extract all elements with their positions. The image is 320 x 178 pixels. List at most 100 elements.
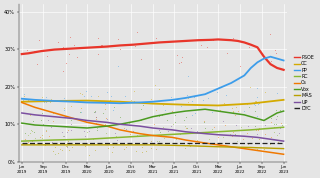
Point bbox=[148, 146, 153, 149]
Point bbox=[71, 44, 76, 47]
Point bbox=[64, 130, 69, 133]
Point bbox=[46, 119, 51, 122]
Point bbox=[60, 135, 65, 138]
Point bbox=[36, 39, 41, 41]
Point bbox=[115, 37, 120, 40]
Point bbox=[108, 124, 114, 127]
Point bbox=[279, 124, 284, 126]
Point bbox=[185, 143, 190, 146]
Point bbox=[178, 133, 183, 136]
Point bbox=[58, 147, 63, 150]
Point bbox=[255, 127, 260, 130]
Point bbox=[38, 119, 44, 122]
Point bbox=[85, 131, 90, 134]
Point bbox=[127, 124, 132, 127]
Point bbox=[44, 95, 49, 98]
Point bbox=[171, 122, 176, 125]
Point bbox=[272, 49, 277, 51]
Point bbox=[244, 103, 250, 105]
Point bbox=[131, 90, 136, 93]
Point bbox=[277, 126, 283, 129]
Point bbox=[268, 60, 273, 62]
Point bbox=[273, 109, 278, 112]
Point bbox=[161, 126, 166, 129]
Point bbox=[230, 130, 236, 133]
Point bbox=[252, 102, 257, 105]
Point bbox=[253, 100, 258, 103]
Point bbox=[221, 101, 226, 104]
Point bbox=[184, 93, 189, 96]
Point bbox=[83, 90, 88, 93]
Point bbox=[122, 94, 127, 97]
Point bbox=[156, 114, 161, 117]
Point bbox=[41, 101, 46, 104]
Point bbox=[131, 130, 136, 132]
Point bbox=[22, 92, 27, 95]
Point bbox=[108, 99, 113, 102]
Point bbox=[75, 56, 80, 59]
Point bbox=[249, 137, 254, 140]
Point bbox=[61, 135, 67, 138]
Point bbox=[184, 115, 189, 118]
Point bbox=[252, 125, 257, 127]
Point bbox=[68, 123, 73, 125]
Point bbox=[217, 142, 222, 145]
Point bbox=[237, 64, 242, 67]
Point bbox=[161, 137, 166, 140]
Point bbox=[121, 127, 126, 130]
Point bbox=[116, 64, 121, 67]
Point bbox=[230, 107, 235, 110]
Point bbox=[95, 52, 100, 55]
Point bbox=[117, 115, 123, 118]
Point bbox=[28, 128, 34, 131]
Point bbox=[39, 134, 44, 137]
Point bbox=[63, 145, 68, 148]
Point bbox=[112, 132, 117, 134]
Point bbox=[51, 111, 56, 114]
Point bbox=[182, 146, 187, 149]
Point bbox=[176, 62, 181, 64]
Legend: PSOE, CC, PP, RC, Cs, Vox, MÁS, UP, DYC: PSOE, CC, PP, RC, Cs, Vox, MÁS, UP, DYC bbox=[292, 53, 316, 113]
Point bbox=[122, 147, 127, 150]
Point bbox=[172, 114, 177, 117]
Point bbox=[30, 120, 36, 123]
Point bbox=[114, 134, 119, 137]
Point bbox=[157, 131, 163, 134]
Point bbox=[56, 151, 61, 154]
Point bbox=[156, 140, 161, 143]
Point bbox=[110, 145, 116, 148]
Point bbox=[206, 97, 211, 100]
Point bbox=[268, 121, 273, 124]
Point bbox=[59, 149, 64, 152]
Point bbox=[228, 133, 233, 136]
Point bbox=[132, 44, 137, 47]
Point bbox=[44, 129, 49, 132]
Point bbox=[82, 144, 87, 147]
Point bbox=[179, 129, 184, 132]
Point bbox=[177, 40, 182, 42]
Point bbox=[124, 128, 129, 131]
Point bbox=[114, 139, 119, 142]
Point bbox=[217, 108, 222, 111]
Point bbox=[127, 101, 132, 103]
Point bbox=[221, 135, 226, 138]
Point bbox=[112, 106, 117, 109]
Point bbox=[268, 142, 273, 145]
Point bbox=[116, 136, 122, 139]
Point bbox=[164, 119, 169, 122]
Point bbox=[232, 132, 237, 135]
Point bbox=[232, 114, 237, 116]
Point bbox=[178, 60, 183, 63]
Point bbox=[153, 109, 158, 111]
Point bbox=[78, 110, 83, 113]
Point bbox=[101, 100, 107, 103]
Point bbox=[263, 91, 268, 94]
Point bbox=[104, 132, 109, 134]
Point bbox=[276, 131, 282, 134]
Point bbox=[198, 44, 204, 47]
Point bbox=[104, 90, 109, 93]
Point bbox=[211, 38, 216, 41]
Point bbox=[206, 138, 212, 140]
Point bbox=[181, 118, 187, 121]
Point bbox=[187, 96, 192, 99]
